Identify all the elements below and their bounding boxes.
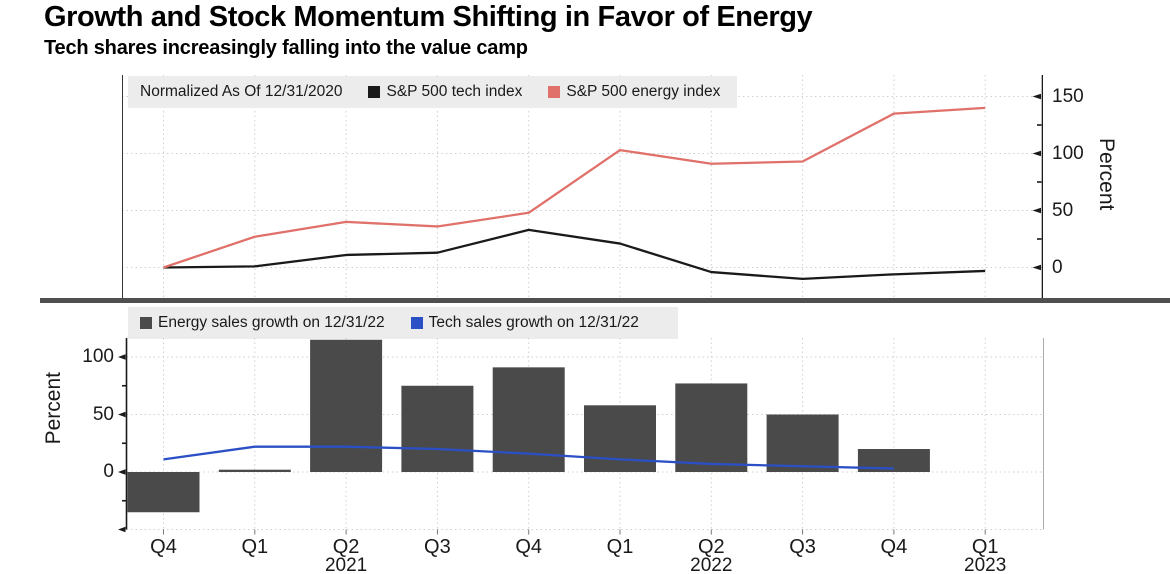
- tech-sales-swatch: [410, 317, 423, 329]
- legend-item-tech-index: S&P 500 tech index: [368, 83, 522, 101]
- x-tick-label: Q4: [150, 536, 177, 558]
- major-tick: [118, 526, 126, 533]
- bottom-y-tick-label: 50: [92, 403, 114, 425]
- energy-sales-swatch: [140, 317, 152, 329]
- x-year-label: 2023: [964, 555, 1007, 574]
- x-year-label: 2022: [690, 555, 733, 574]
- energy-sales-bar: [675, 383, 748, 472]
- tech-sales-line-series: [163, 445, 894, 470]
- bottom-y-tick-label: 0: [103, 461, 114, 482]
- legend-item-energy-index: S&P 500 energy index: [548, 83, 720, 101]
- energy-sales-bar: [218, 469, 291, 472]
- energy-index-line-series: [163, 106, 986, 269]
- top-line-chart-plot: [122, 75, 1043, 298]
- major-tick: [1032, 93, 1041, 100]
- energy-sales-bar: [401, 385, 474, 472]
- legend-label-tech-index: S&P 500 tech index: [386, 83, 523, 100]
- legend-item-tech-sales: Tech sales growth on 12/31/22: [410, 314, 639, 332]
- x-tick-label: Q4: [880, 536, 908, 558]
- x-tick-label: Q4: [515, 536, 543, 558]
- x-year-label: 2021: [324, 555, 368, 574]
- legend-label-energy-index: S&P 500 energy index: [566, 83, 721, 100]
- top-chart-legend: Normalized As Of 12/31/2020 S&P 500 tech…: [128, 76, 737, 108]
- legend-label-energy-sales: Energy sales growth on 12/31/22: [158, 314, 385, 331]
- x-tick-label: Q3: [424, 536, 451, 558]
- bottom-y-axis-title: Percent: [42, 372, 65, 445]
- bottom-bar-chart-plot: [118, 338, 1044, 535]
- x-tick-label: Q2: [697, 536, 725, 558]
- energy-sales-bar: [766, 414, 839, 472]
- top-y-tick-label: 50: [1052, 199, 1074, 221]
- major-tick: [1032, 207, 1041, 214]
- major-tick: [1032, 264, 1041, 271]
- x-tick-label: Q2: [332, 536, 360, 558]
- top-y-tick-label: 100: [1052, 142, 1084, 164]
- top-y-axis-title: Percent: [1095, 138, 1118, 211]
- bottom-y-tick-label: 100: [82, 346, 114, 367]
- legend-label-tech-sales: Tech sales growth on 12/31/22: [428, 314, 639, 331]
- bottom-chart-legend: Energy sales growth on 12/31/22 Tech sal…: [128, 307, 678, 339]
- major-tick: [118, 411, 126, 418]
- x-tick-label: Q3: [789, 536, 816, 558]
- top-y-tick-label: 150: [1052, 85, 1084, 107]
- page-title: Growth and Stock Momentum Shifting in Fa…: [44, 1, 813, 33]
- tech-index-swatch: [368, 86, 381, 98]
- tech-index-line-series: [163, 228, 986, 281]
- major-tick: [118, 469, 126, 475]
- energy-index-swatch: [548, 86, 561, 98]
- energy-sales-bar: [310, 339, 383, 472]
- x-tick-label: Q1: [241, 536, 269, 558]
- major-tick: [1032, 150, 1041, 157]
- x-tick-label: Q1: [971, 536, 999, 558]
- energy-sales-bar: [857, 449, 930, 472]
- major-tick: [118, 354, 126, 360]
- panel-separator: [40, 298, 1170, 303]
- x-tick-label: Q1: [606, 536, 634, 558]
- energy-sales-bar: [584, 405, 656, 472]
- legend-note: Normalized As Of 12/31/2020: [140, 83, 343, 100]
- top-y-tick-label: 0: [1052, 256, 1063, 278]
- energy-sales-bar: [127, 472, 200, 513]
- page-subtitle: Tech shares increasingly falling into th…: [44, 37, 528, 59]
- legend-item-energy-sales: Energy sales growth on 12/31/22: [140, 314, 385, 332]
